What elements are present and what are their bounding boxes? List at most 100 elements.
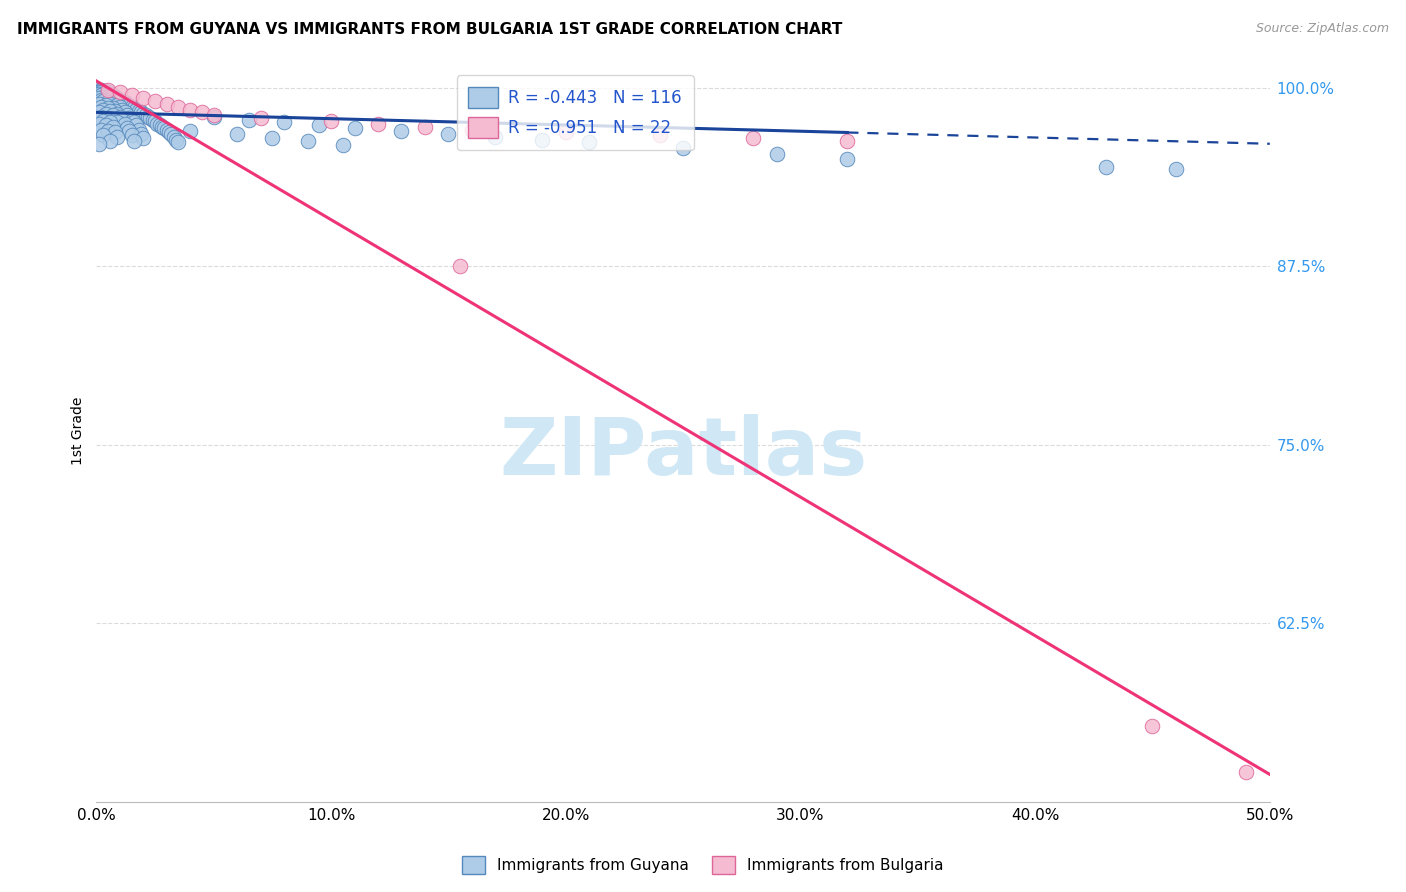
Point (343, 121, 366, 136)
Point (156, 96, 179, 111)
Point (461, 122, 484, 136)
Point (100, 91, 122, 105)
Point (115, 121, 138, 136)
Point (101, 108, 124, 122)
Point (132, 107, 155, 121)
Point (90, 100, 112, 114)
Point (90, 93, 112, 107)
Point (114, 105, 136, 120)
Point (108, 86, 131, 100)
Point (101, 94, 124, 108)
Point (132, 91, 155, 105)
Point (107, 115, 129, 129)
Point (121, 128, 143, 143)
Point (104, 112, 127, 127)
Point (97, 89, 120, 103)
Point (100, 96, 122, 111)
Point (129, 127, 152, 141)
Point (100, 87, 122, 101)
Point (1142, 719, 1164, 733)
Point (97, 95, 120, 110)
Point (157, 125, 180, 139)
Point (449, 260, 471, 274)
Point (93, 128, 115, 143)
Point (97, 82, 120, 96)
Point (118, 98, 141, 112)
Point (319, 114, 342, 128)
Point (179, 103, 201, 117)
Point (163, 129, 186, 144)
Point (125, 118, 148, 132)
Point (118, 124, 141, 138)
Point (87, 86, 110, 100)
Point (97, 101, 120, 115)
Point (94, 88, 117, 103)
Legend: R = -0.443   N = 116, R = -0.951   N = 22: R = -0.443 N = 116, R = -0.951 N = 22 (457, 75, 693, 150)
Point (93, 87, 115, 101)
Point (100, 115, 122, 129)
Point (273, 115, 295, 129)
Text: Source: ZipAtlas.com: Source: ZipAtlas.com (1256, 22, 1389, 36)
Point (153, 121, 176, 136)
Point (104, 125, 127, 139)
Legend: Immigrants from Guyana, Immigrants from Bulgaria: Immigrants from Guyana, Immigrants from … (456, 850, 950, 880)
Point (1164, 162, 1187, 177)
Point (146, 117, 169, 131)
Point (143, 94, 166, 108)
Point (531, 132, 554, 146)
Point (578, 136, 600, 150)
Point (111, 112, 134, 127)
Point (648, 128, 671, 143)
Point (191, 105, 214, 120)
Point (108, 110, 131, 124)
Point (150, 120, 173, 134)
Point (90, 86, 112, 100)
Point (413, 120, 436, 134)
Point (90, 110, 112, 124)
Point (87, 91, 110, 105)
Text: ZIPatlas: ZIPatlas (499, 414, 868, 491)
Point (132, 131, 155, 145)
Point (160, 127, 183, 141)
Point (93, 84, 115, 98)
Point (87, 136, 110, 151)
Point (766, 146, 789, 161)
Point (90, 88, 112, 103)
Point (93, 94, 115, 108)
Point (179, 124, 201, 138)
Point (93, 114, 115, 128)
Point (1094, 160, 1116, 174)
Point (167, 136, 190, 150)
Y-axis label: 1st Grade: 1st Grade (72, 396, 86, 465)
Point (97, 111, 120, 125)
Point (118, 111, 141, 125)
Point (107, 107, 129, 121)
Point (249, 111, 271, 125)
Point (122, 101, 145, 115)
Point (484, 129, 506, 144)
Point (104, 95, 127, 110)
Point (262, 131, 284, 145)
Point (111, 94, 134, 108)
Point (837, 153, 859, 167)
Point (122, 134, 145, 148)
Point (125, 103, 148, 117)
Point (94, 118, 117, 132)
Point (115, 96, 138, 111)
Point (101, 120, 124, 134)
Point (107, 129, 129, 144)
Point (149, 118, 172, 132)
Point (97, 124, 120, 138)
Point (139, 111, 162, 125)
Point (136, 110, 159, 124)
Point (437, 127, 460, 141)
Point (114, 117, 136, 131)
Point (93, 89, 115, 103)
Point (129, 105, 152, 120)
Point (101, 101, 124, 115)
Point (94, 84, 117, 98)
Point (107, 98, 129, 112)
Point (672, 141, 695, 155)
Point (156, 122, 179, 136)
Point (87, 87, 110, 101)
